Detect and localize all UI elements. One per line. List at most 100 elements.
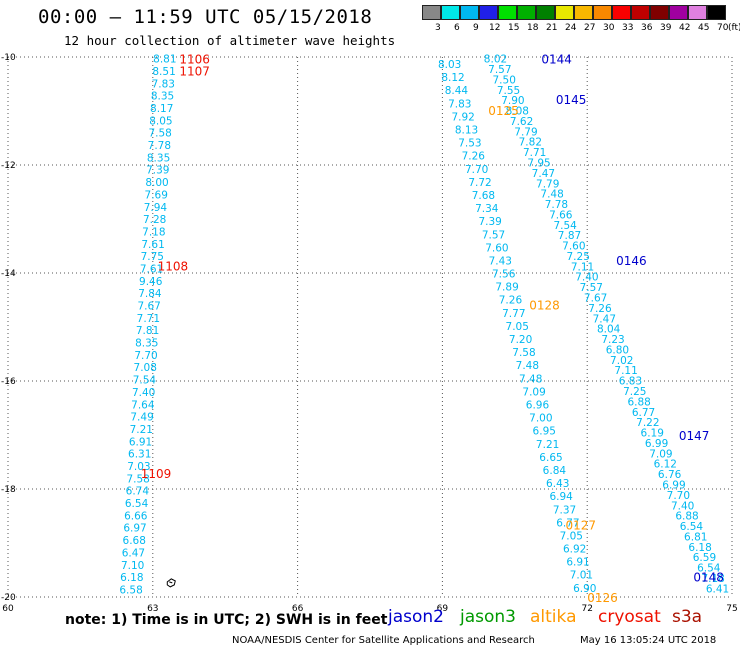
y-tick-label: -20 (1, 593, 16, 603)
legend-swatch (536, 5, 555, 20)
wave-height-point: 8.00 (145, 177, 168, 189)
legend-label: 36 (641, 23, 653, 33)
wave-height-point: 7.60 (485, 242, 508, 254)
legend-label: 18 (527, 23, 539, 33)
pass-time-label: 1107 (179, 65, 210, 79)
wave-height-point: 7.09 (649, 448, 672, 460)
wave-height-point: 6.81 (684, 531, 707, 543)
wave-height-point: 7.39 (478, 216, 501, 228)
x-tick-label: 63 (147, 604, 158, 614)
legend-swatch (479, 5, 498, 20)
legend-label: 27 (584, 23, 596, 33)
wave-height-point: 8.05 (149, 115, 172, 127)
wave-height-point: 7.50 (493, 74, 516, 86)
legend-label: 24 (565, 23, 577, 33)
wave-height-point: 7.49 (130, 412, 153, 424)
wave-height-point: 6.54 (697, 563, 721, 575)
wave-height-point: 7.78 (545, 199, 568, 211)
wave-height-point: 7.23 (601, 334, 624, 346)
legend-swatch (669, 5, 688, 20)
legend-swatch (441, 5, 460, 20)
wave-height-point: 7.60 (562, 241, 585, 253)
legend-label: 21 (546, 23, 558, 33)
wave-height-point: 7.18 (142, 226, 165, 238)
credit-line: NOAA/NESDIS Center for Satellite Applica… (232, 635, 535, 646)
wave-height-point: 7.47 (593, 313, 616, 325)
legend-swatch (650, 5, 669, 20)
wave-height-point: 7.05 (506, 321, 529, 333)
legend-swatch (631, 5, 650, 20)
wave-height-point: 7.66 (549, 209, 573, 221)
pass-time-label: 0128 (529, 298, 560, 312)
wave-height-point: 7.43 (489, 255, 512, 267)
generated-timestamp: May 16 13:05:24 UTC 2018 (580, 635, 717, 646)
wave-height-point: 9.46 (139, 276, 163, 288)
legend-label: 15 (508, 23, 520, 33)
wave-height-point: 8.12 (441, 72, 464, 84)
wave-height-point: 8.44 (445, 85, 469, 97)
wave-height-point: 6.18 (688, 542, 711, 554)
wave-height-point: 6.41 (706, 583, 729, 595)
legend-swatch (517, 5, 536, 20)
wave-height-point: 6.65 (539, 452, 562, 464)
wave-height-point: 7.77 (502, 308, 525, 320)
wave-height-point: 7.01 (570, 570, 593, 582)
wave-height-point: 7.68 (472, 190, 495, 202)
wave-height-point: 6.58 (119, 584, 142, 596)
wave-height-point: 8.03 (438, 59, 461, 71)
wave-height-point: 7.62 (510, 116, 533, 128)
wave-height-point: 6.96 (526, 399, 550, 411)
wave-height-point: 6.77 (632, 407, 655, 419)
wave-height-point: 6.47 (122, 547, 145, 559)
satellite-name-jason3: jason3 (460, 607, 516, 627)
wave-height-point: 7.22 (636, 417, 659, 429)
wave-height-point: 6.18 (120, 572, 143, 584)
wave-height-point: 8.08 (506, 106, 529, 118)
wave-height-point: 7.21 (536, 439, 559, 451)
wave-height-point: 7.61 (140, 263, 163, 275)
wave-height-point: 7.70 (465, 164, 488, 176)
wave-height-point: 6.90 (573, 583, 596, 595)
island-outline (166, 578, 176, 588)
pass-time-label: 1109 (141, 467, 172, 481)
x-tick-label: 69 (437, 604, 449, 614)
wave-height-point: 7.89 (495, 282, 518, 294)
wave-height-point: 7.54 (553, 220, 577, 232)
pass-time-label: 0148 (693, 570, 724, 584)
wave-height-point: 8.35 (135, 338, 158, 350)
legend-swatch (460, 5, 479, 20)
wave-height-point: 7.64 (131, 399, 155, 411)
wave-height-point: 7.03 (127, 461, 150, 473)
wave-height-point: 7.90 (501, 95, 524, 107)
wave-height-point: 7.48 (540, 189, 563, 201)
legend-label: 12 (489, 23, 501, 33)
wave-height-point: 6.84 (543, 465, 567, 477)
pass-time-label: 1106 (179, 53, 210, 67)
pass-time-label: 0146 (616, 254, 647, 268)
wave-height-point: 7.28 (143, 214, 166, 226)
wave-height-point: 7.26 (462, 151, 486, 163)
pass-time-label: 0125 (488, 104, 519, 118)
footnote: note: 1) Time is in UTC; 2) SWH is in fe… (65, 612, 388, 628)
wave-height-point: 7.70 (134, 350, 157, 362)
wave-height-point: 7.79 (514, 126, 537, 138)
legend-unit: (ft) (728, 23, 740, 33)
wave-height-point: 7.05 (560, 530, 583, 542)
y-tick-label: -16 (1, 377, 16, 387)
wave-height-point: 7.87 (558, 230, 581, 242)
legend-label: 70 (717, 23, 729, 33)
wave-height-point: 7.09 (522, 386, 545, 398)
wave-height-point: 7.67 (137, 301, 160, 313)
wave-height-point: 7.00 (529, 413, 552, 425)
wave-height-point: 7.40 (132, 387, 155, 399)
wave-height-point: 6.66 (124, 510, 148, 522)
wave-height-point: 7.18 (701, 573, 724, 585)
satellite-name-altika: altika (530, 607, 577, 627)
wave-height-point: 7.37 (553, 504, 576, 516)
wave-height-point: 7.25 (567, 251, 590, 263)
wave-height-point: 7.10 (121, 560, 144, 572)
wave-height-point: 7.58 (512, 347, 535, 359)
wave-height-point: 7.48 (516, 360, 539, 372)
wave-height-point: 6.54 (125, 498, 149, 510)
